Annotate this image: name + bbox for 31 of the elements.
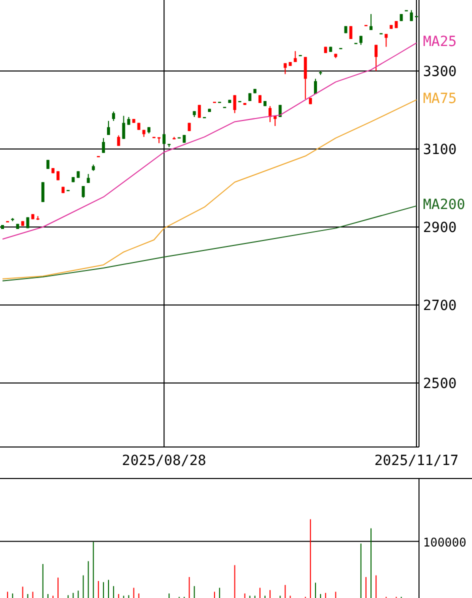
candlestick xyxy=(304,56,307,100)
series-label: MA200 xyxy=(423,196,466,214)
series-label: MA25 xyxy=(423,34,457,51)
y-tick-label: 3300 xyxy=(423,64,457,80)
candlestick xyxy=(349,26,352,40)
y-tick-label: 2700 xyxy=(423,298,457,314)
candlestick xyxy=(112,111,116,122)
candlestick xyxy=(41,182,44,203)
line-series xyxy=(2,42,417,240)
candlestick xyxy=(374,44,378,72)
y-tick-label: 2500 xyxy=(423,376,457,392)
y-tick-label: 2900 xyxy=(423,220,457,236)
candlestick xyxy=(117,134,120,146)
candlestick xyxy=(102,138,105,154)
x-tick-label: 2025/08/28 xyxy=(122,452,206,469)
candlestick xyxy=(162,134,166,144)
series-label: MA75 xyxy=(423,90,457,108)
candlestick xyxy=(384,33,388,48)
line-series xyxy=(2,205,417,282)
candlestick xyxy=(107,120,110,136)
candlestick xyxy=(233,94,236,114)
y-tick-label: 3100 xyxy=(423,142,457,158)
candlestick xyxy=(198,104,201,118)
line-series xyxy=(2,99,417,280)
candlestick xyxy=(314,78,317,95)
candlestick xyxy=(82,186,85,198)
candlestick xyxy=(122,115,126,140)
candlestick xyxy=(370,14,373,31)
x-tick-label: 2025/11/17 xyxy=(374,452,459,469)
candlestick xyxy=(284,62,287,75)
y-tick-label: 100000 xyxy=(423,535,466,550)
